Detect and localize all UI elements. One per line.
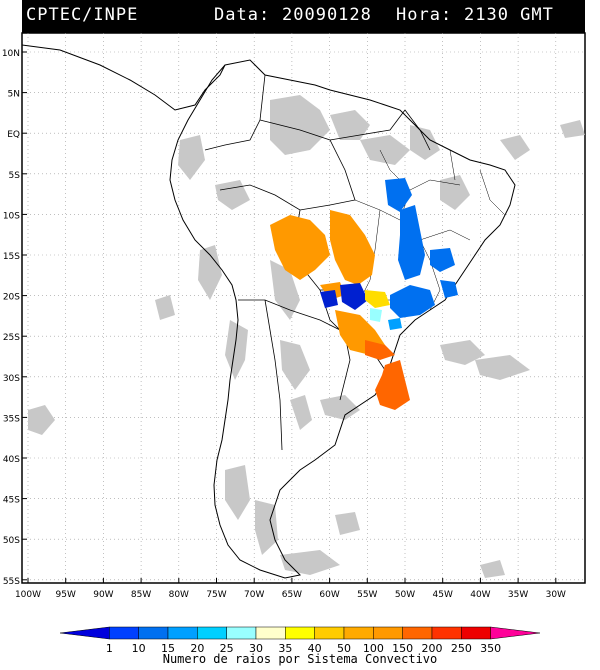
colorbar-tick-label: 200 xyxy=(422,642,443,654)
lat-label: 25S xyxy=(3,333,20,343)
lon-label: 40W xyxy=(470,590,490,600)
colorbar-swatch xyxy=(490,626,541,640)
colorbar-swatch xyxy=(226,626,257,640)
colorbar-swatch xyxy=(402,626,433,640)
lon-label: 65W xyxy=(282,590,302,600)
lon-label: 35W xyxy=(508,590,528,600)
central-america-outline xyxy=(22,44,226,111)
colorbar-tick-label: 15 xyxy=(161,642,175,654)
lat-label: 20S xyxy=(3,293,20,303)
colorbar-swatch xyxy=(343,626,374,640)
system-blue-2 xyxy=(398,205,425,280)
system-blue-1 xyxy=(385,178,412,212)
colorbar-tick-label: 20 xyxy=(190,642,204,654)
lat-label: 45S xyxy=(3,496,20,506)
lon-label: 90W xyxy=(93,590,113,600)
colorbar: 1 10 15 20 25 30 35 40 50 100 150 200 250 350 xyxy=(59,626,541,654)
map-header: CPTEC/INPE Data: 20090128 Hora: 2130 GMT xyxy=(22,0,585,33)
cloud-cover xyxy=(28,95,585,578)
colorbar-swatch xyxy=(59,626,110,640)
latitude-labels: 10N 5N EQ 5S 10S 15S 20S 25S 30S 35S 40S 45S 50S 55S xyxy=(2,49,27,587)
lon-label: 55W xyxy=(357,590,377,600)
lon-label: 85W xyxy=(131,590,151,600)
lon-label: 80W xyxy=(169,590,189,600)
date-label: Data: xyxy=(214,5,271,25)
lat-label: EQ xyxy=(7,130,20,140)
system-blue-3 xyxy=(390,285,435,318)
colorbar-tick-label: 250 xyxy=(451,642,472,654)
colorbar-swatch xyxy=(197,626,227,640)
colorbar-tick-label: 50 xyxy=(337,642,351,654)
system-dark-orange-1 xyxy=(365,340,395,360)
colorbar-swatch xyxy=(314,626,345,640)
lat-label: 15S xyxy=(3,252,20,262)
lon-label: 50W xyxy=(395,590,415,600)
colorbar-tick-label: 150 xyxy=(392,642,413,654)
lat-label: 40S xyxy=(3,455,20,465)
lat-label: 55S xyxy=(3,577,20,587)
system-yellow-1 xyxy=(365,290,390,308)
colorbar-tick-label: 35 xyxy=(278,642,292,654)
system-orange-1 xyxy=(270,215,330,280)
convective-systems xyxy=(270,178,458,410)
colorbar-tick-label: 1 xyxy=(106,642,113,654)
colorbar-swatch xyxy=(373,626,403,640)
colorbar-tick-label: 30 xyxy=(249,642,263,654)
system-orange-2 xyxy=(330,210,375,285)
lon-label: 60W xyxy=(319,590,339,600)
lon-label: 70W xyxy=(244,590,264,600)
lon-label: 100W xyxy=(15,590,41,600)
date-value: 20090128 xyxy=(282,5,372,25)
lat-label: 50S xyxy=(3,536,20,546)
source-label: CPTEC/INPE xyxy=(26,5,139,25)
lat-label: 5S xyxy=(9,171,21,181)
system-dark-orange-2 xyxy=(375,360,410,410)
lightning-map: 10N5NEQ5S10S15S20S25S30S35S40S45S50S55S … xyxy=(2,32,586,600)
colorbar-tick-label: 100 xyxy=(363,642,384,654)
colorbar-tick-label: 40 xyxy=(308,642,322,654)
time-value: 2130 GMT xyxy=(464,5,554,25)
colorbar-swatches xyxy=(59,626,541,640)
system-blue-6 xyxy=(388,318,402,330)
system-dark-blue-1 xyxy=(340,283,368,310)
lat-label: 10N xyxy=(2,49,20,59)
lon-label: 75W xyxy=(206,590,226,600)
colorbar-tick-label: 10 xyxy=(132,642,146,654)
system-blue-4 xyxy=(430,248,455,272)
time-label: Hora: xyxy=(396,5,453,25)
colorbar-tick-label: 350 xyxy=(480,642,501,654)
lat-label: 5N xyxy=(8,90,20,100)
colorbar-swatch xyxy=(461,626,491,640)
colorbar-swatch xyxy=(431,626,462,640)
longitude-labels: 100W 95W 90W 85W 80W 75W 70W 65W 60W 55W 50W 45W 40W… xyxy=(15,578,566,600)
lon-label: 45W xyxy=(433,590,453,600)
colorbar-tick-labels: 1 10 15 20 25 30 35 40 50 100 150 200 250 350 xyxy=(106,642,501,654)
colorbar-swatch xyxy=(167,626,198,640)
colorbar-swatch xyxy=(138,626,169,640)
lat-label: 10S xyxy=(3,211,20,221)
colorbar-swatch xyxy=(285,626,315,640)
system-cyan-1 xyxy=(370,308,382,322)
lat-label: 30S xyxy=(3,374,20,384)
colorbar-swatch xyxy=(109,626,139,640)
colorbar-tick-label: 25 xyxy=(220,642,234,654)
colorbar-swatch xyxy=(255,626,286,640)
system-dark-blue-2 xyxy=(320,290,338,308)
lon-label: 95W xyxy=(56,590,76,600)
lat-label: 35S xyxy=(3,414,20,424)
system-blue-5 xyxy=(440,280,458,298)
lon-label: 30W xyxy=(546,590,566,600)
colorbar-caption: Numero de raios por Sistema Convectivo xyxy=(162,652,438,666)
